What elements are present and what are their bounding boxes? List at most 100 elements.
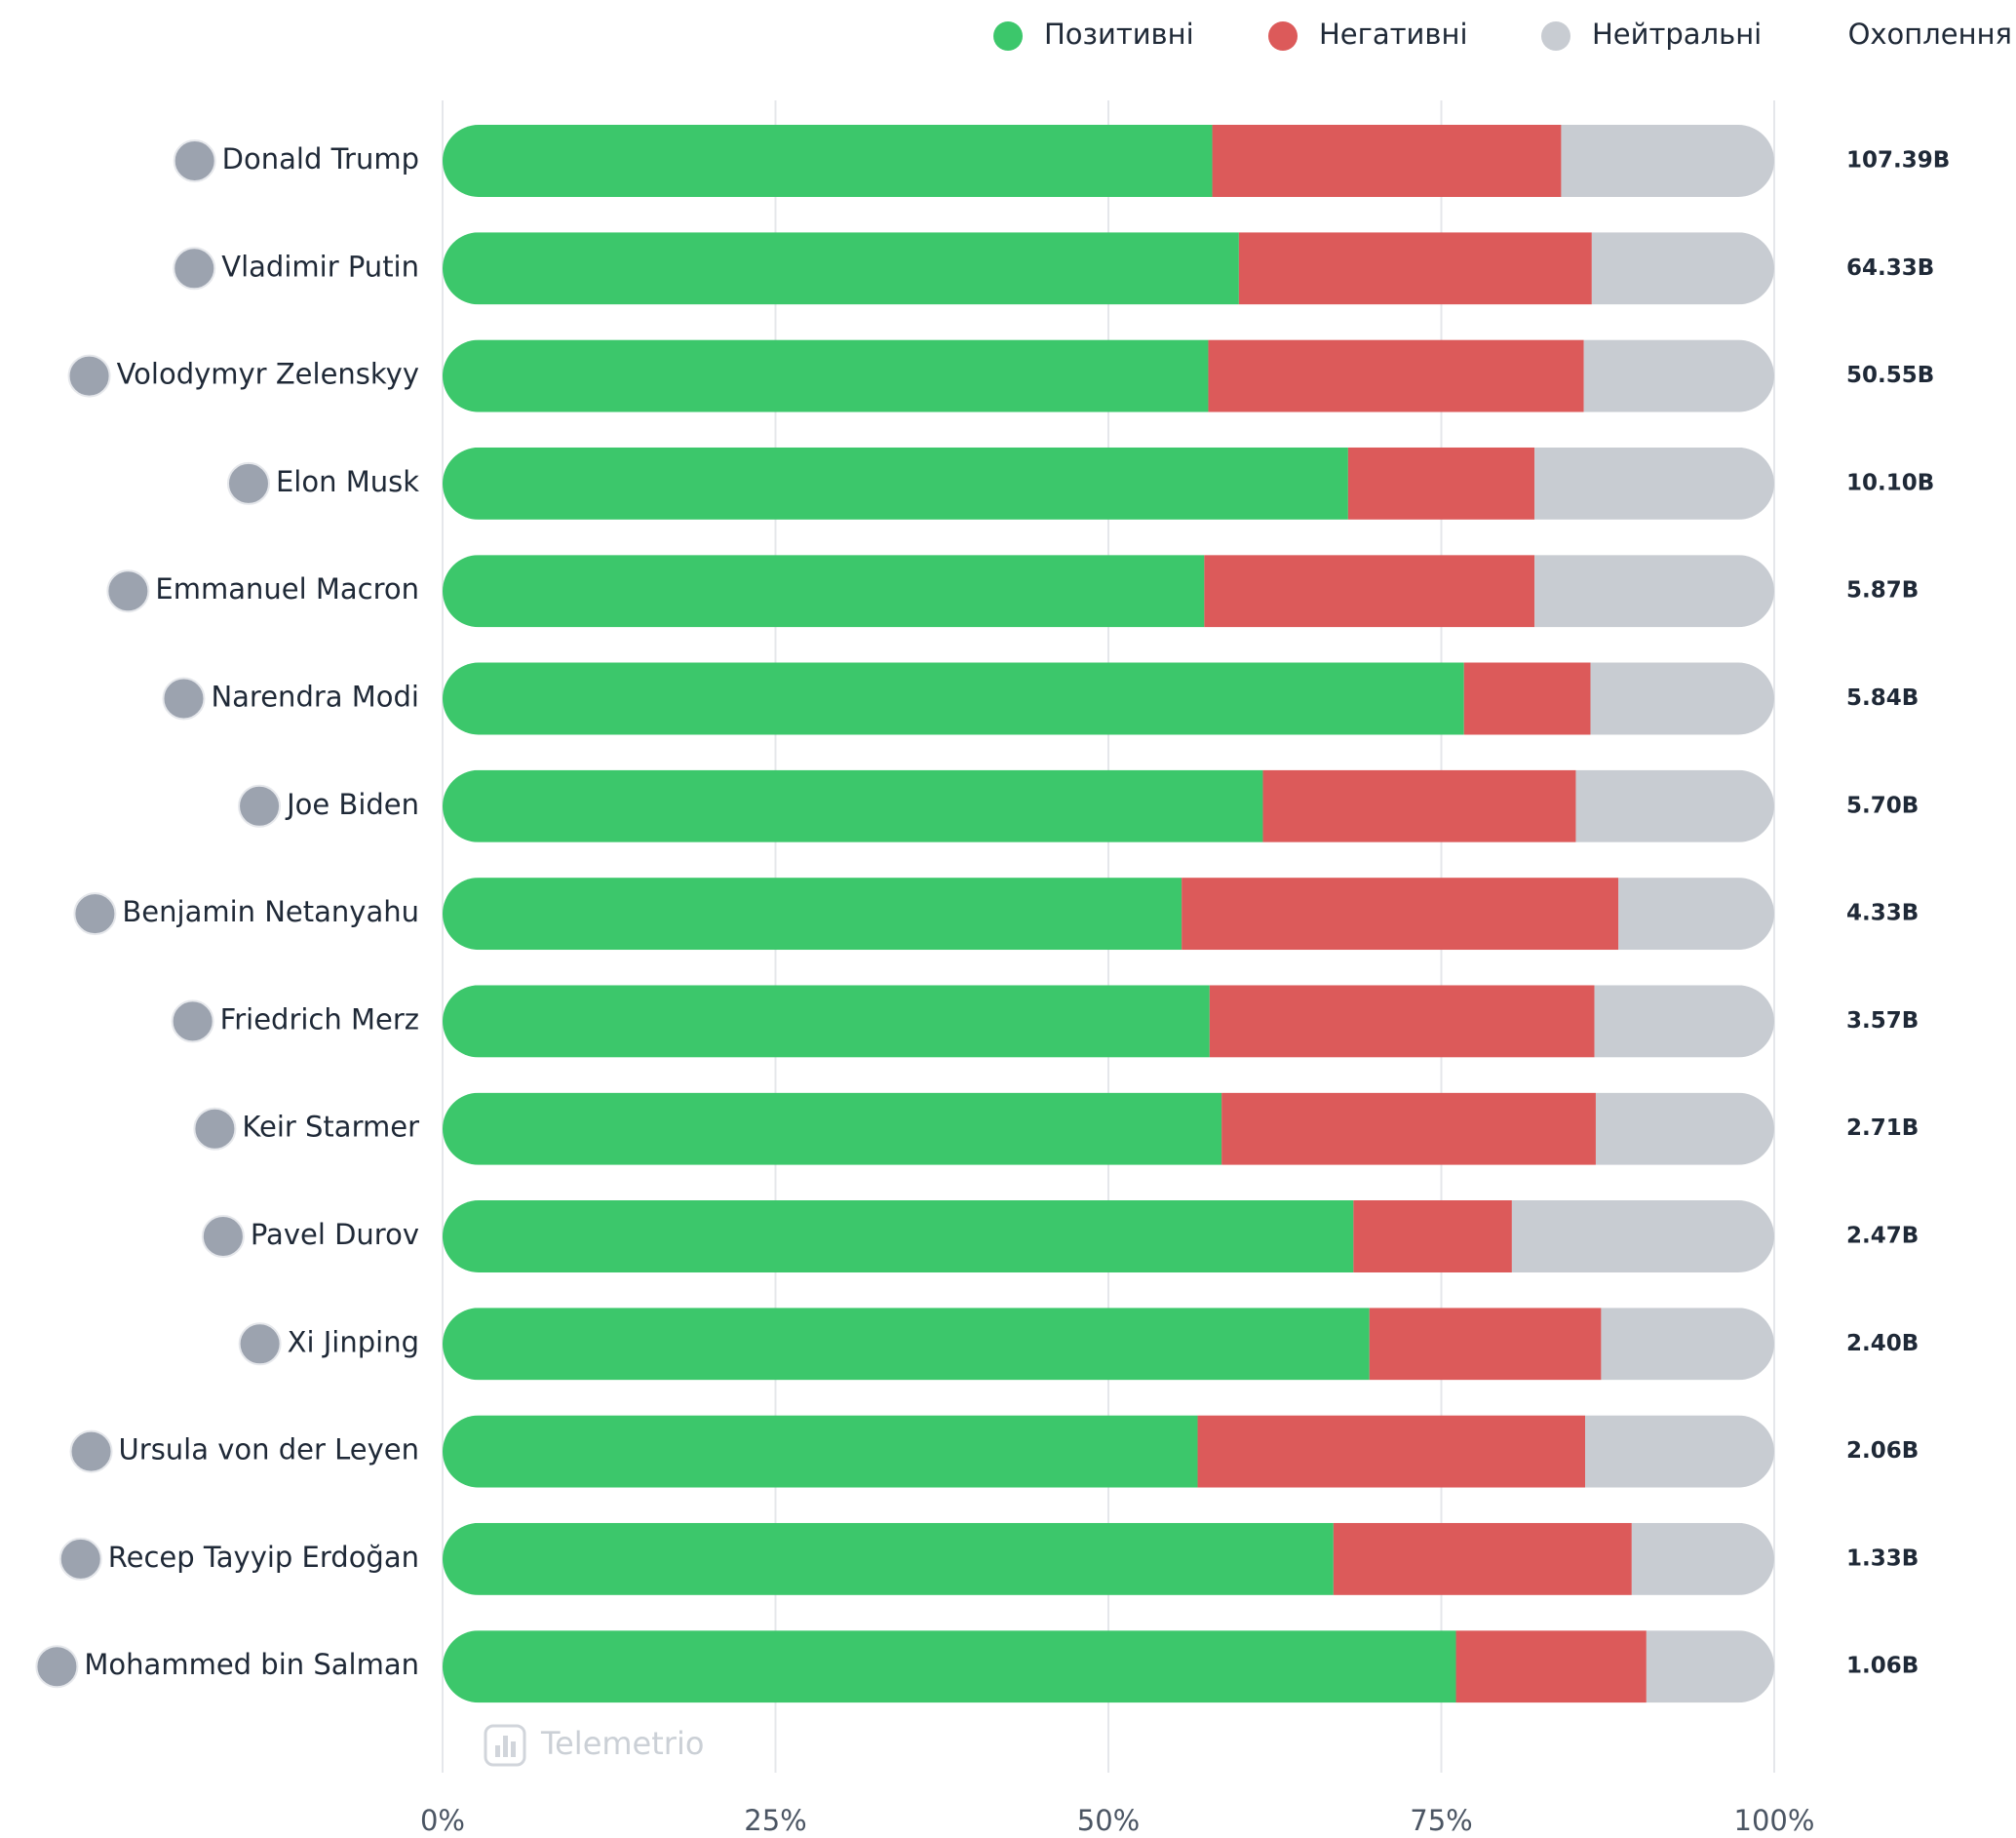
bar-segment	[1585, 1415, 1774, 1488]
bar-segment	[1369, 1308, 1602, 1381]
category-label: Joe Biden	[285, 788, 419, 821]
x-tick-label: 50%	[1077, 1804, 1140, 1837]
bar-group	[443, 555, 1774, 628]
legend-label: Нейтральні	[1592, 18, 1762, 51]
reach-label: 2.47B	[1846, 1224, 1919, 1249]
avatar	[67, 354, 111, 398]
bar-segment	[1333, 1522, 1632, 1595]
bar-group	[443, 1522, 1774, 1595]
bar-segment	[443, 985, 1210, 1058]
bar-group	[443, 1630, 1774, 1703]
category-label: Volodymyr Zelenskyy	[117, 358, 419, 391]
bar-segment	[443, 339, 1209, 412]
avatar	[58, 1537, 102, 1581]
reach-label: 1.33B	[1846, 1545, 1919, 1571]
category-label: Ursula von der Leyen	[119, 1433, 419, 1466]
bar-segment	[1463, 662, 1591, 735]
reach-label: 5.87B	[1846, 578, 1919, 604]
bar-segment	[443, 1522, 1334, 1595]
legend-marker	[1268, 21, 1298, 51]
reach-label: 107.39B	[1846, 148, 1950, 174]
avatar	[171, 999, 214, 1043]
bar-segment	[443, 232, 1239, 305]
bar-segment	[443, 1092, 1222, 1165]
bar-segment	[443, 1200, 1354, 1272]
x-tick-label: 100%	[1734, 1804, 1815, 1837]
bar-segment	[1262, 769, 1576, 842]
bar-segment	[1212, 125, 1562, 197]
bar-segment	[1209, 985, 1595, 1058]
reach-label: 1.06B	[1846, 1654, 1919, 1679]
category-label: Emmanuel Macron	[155, 572, 419, 606]
bar-segment	[1204, 555, 1535, 628]
bar-segment	[443, 1630, 1456, 1703]
bar-segment	[1353, 1200, 1512, 1272]
avatar	[226, 461, 270, 505]
avatar	[173, 139, 216, 182]
avatar	[35, 1645, 79, 1689]
bar-segment	[1575, 769, 1774, 842]
bar-group	[443, 662, 1774, 735]
bar-segment	[1182, 878, 1619, 951]
bar-segment	[443, 125, 1213, 197]
watermark: Telemetrio	[540, 1725, 704, 1762]
bar-group	[443, 1415, 1774, 1488]
avatar	[106, 569, 150, 613]
category-label: Pavel Durov	[251, 1218, 419, 1251]
bar-segment	[1561, 125, 1774, 197]
avatar	[238, 784, 282, 828]
bar-group	[443, 1200, 1774, 1272]
bar-segment	[443, 555, 1205, 628]
bar-group	[443, 1308, 1774, 1381]
bar-segment	[1511, 1200, 1774, 1272]
bar-group	[443, 1092, 1774, 1165]
bar-group	[443, 339, 1774, 412]
bar-segment	[1595, 1092, 1774, 1165]
bar-segment	[443, 769, 1263, 842]
bar-segment	[1534, 555, 1774, 628]
bar-segment	[443, 447, 1348, 520]
bar-segment	[1594, 985, 1774, 1058]
legend-label: Позитивні	[1044, 18, 1194, 51]
avatar	[69, 1429, 113, 1473]
reach-label: 2.40B	[1846, 1331, 1919, 1356]
category-label: Donald Trump	[222, 142, 419, 176]
bar-segment	[1618, 878, 1774, 951]
bar-segment	[443, 1415, 1198, 1488]
category-label: Keir Starmer	[242, 1111, 419, 1144]
category-label: Mohammed bin Salman	[84, 1648, 419, 1681]
bar-group	[443, 878, 1774, 951]
bar-group	[443, 232, 1774, 305]
bar-segment	[1583, 339, 1774, 412]
reach-label: 3.57B	[1846, 1008, 1919, 1034]
bar-segment	[1631, 1522, 1774, 1595]
avatar	[162, 677, 206, 721]
bar-segment	[1347, 447, 1535, 520]
watermark-icon-bar	[495, 1745, 500, 1757]
reach-label: 2.06B	[1846, 1438, 1919, 1464]
category-label: Xi Jinping	[288, 1325, 419, 1358]
bar-group	[443, 769, 1774, 842]
category-label: Narendra Modi	[211, 681, 419, 714]
reach-label: 50.55B	[1846, 363, 1934, 388]
reach-label: 5.70B	[1846, 793, 1919, 818]
bar-segment	[1591, 232, 1774, 305]
bar-segment	[1601, 1308, 1774, 1381]
avatar	[238, 1322, 282, 1366]
watermark-icon-bar	[503, 1736, 508, 1757]
bar-segment	[443, 1308, 1370, 1381]
x-tick-label: 25%	[744, 1804, 806, 1837]
bar-segment	[1221, 1092, 1596, 1165]
category-label: Vladimir Putin	[221, 250, 419, 283]
bar-segment	[443, 662, 1464, 735]
reach-label: 5.84B	[1846, 685, 1919, 711]
reach-label: 10.10B	[1846, 470, 1934, 495]
category-label: Elon Musk	[276, 465, 419, 498]
legend-marker	[1541, 21, 1570, 51]
category-label: Friedrich Merz	[220, 1002, 419, 1036]
bar-segment	[1197, 1415, 1586, 1488]
bar-segment	[1534, 447, 1774, 520]
bar-group	[443, 447, 1774, 520]
bar-segment	[443, 878, 1182, 951]
legend-label: Негативні	[1319, 18, 1468, 51]
